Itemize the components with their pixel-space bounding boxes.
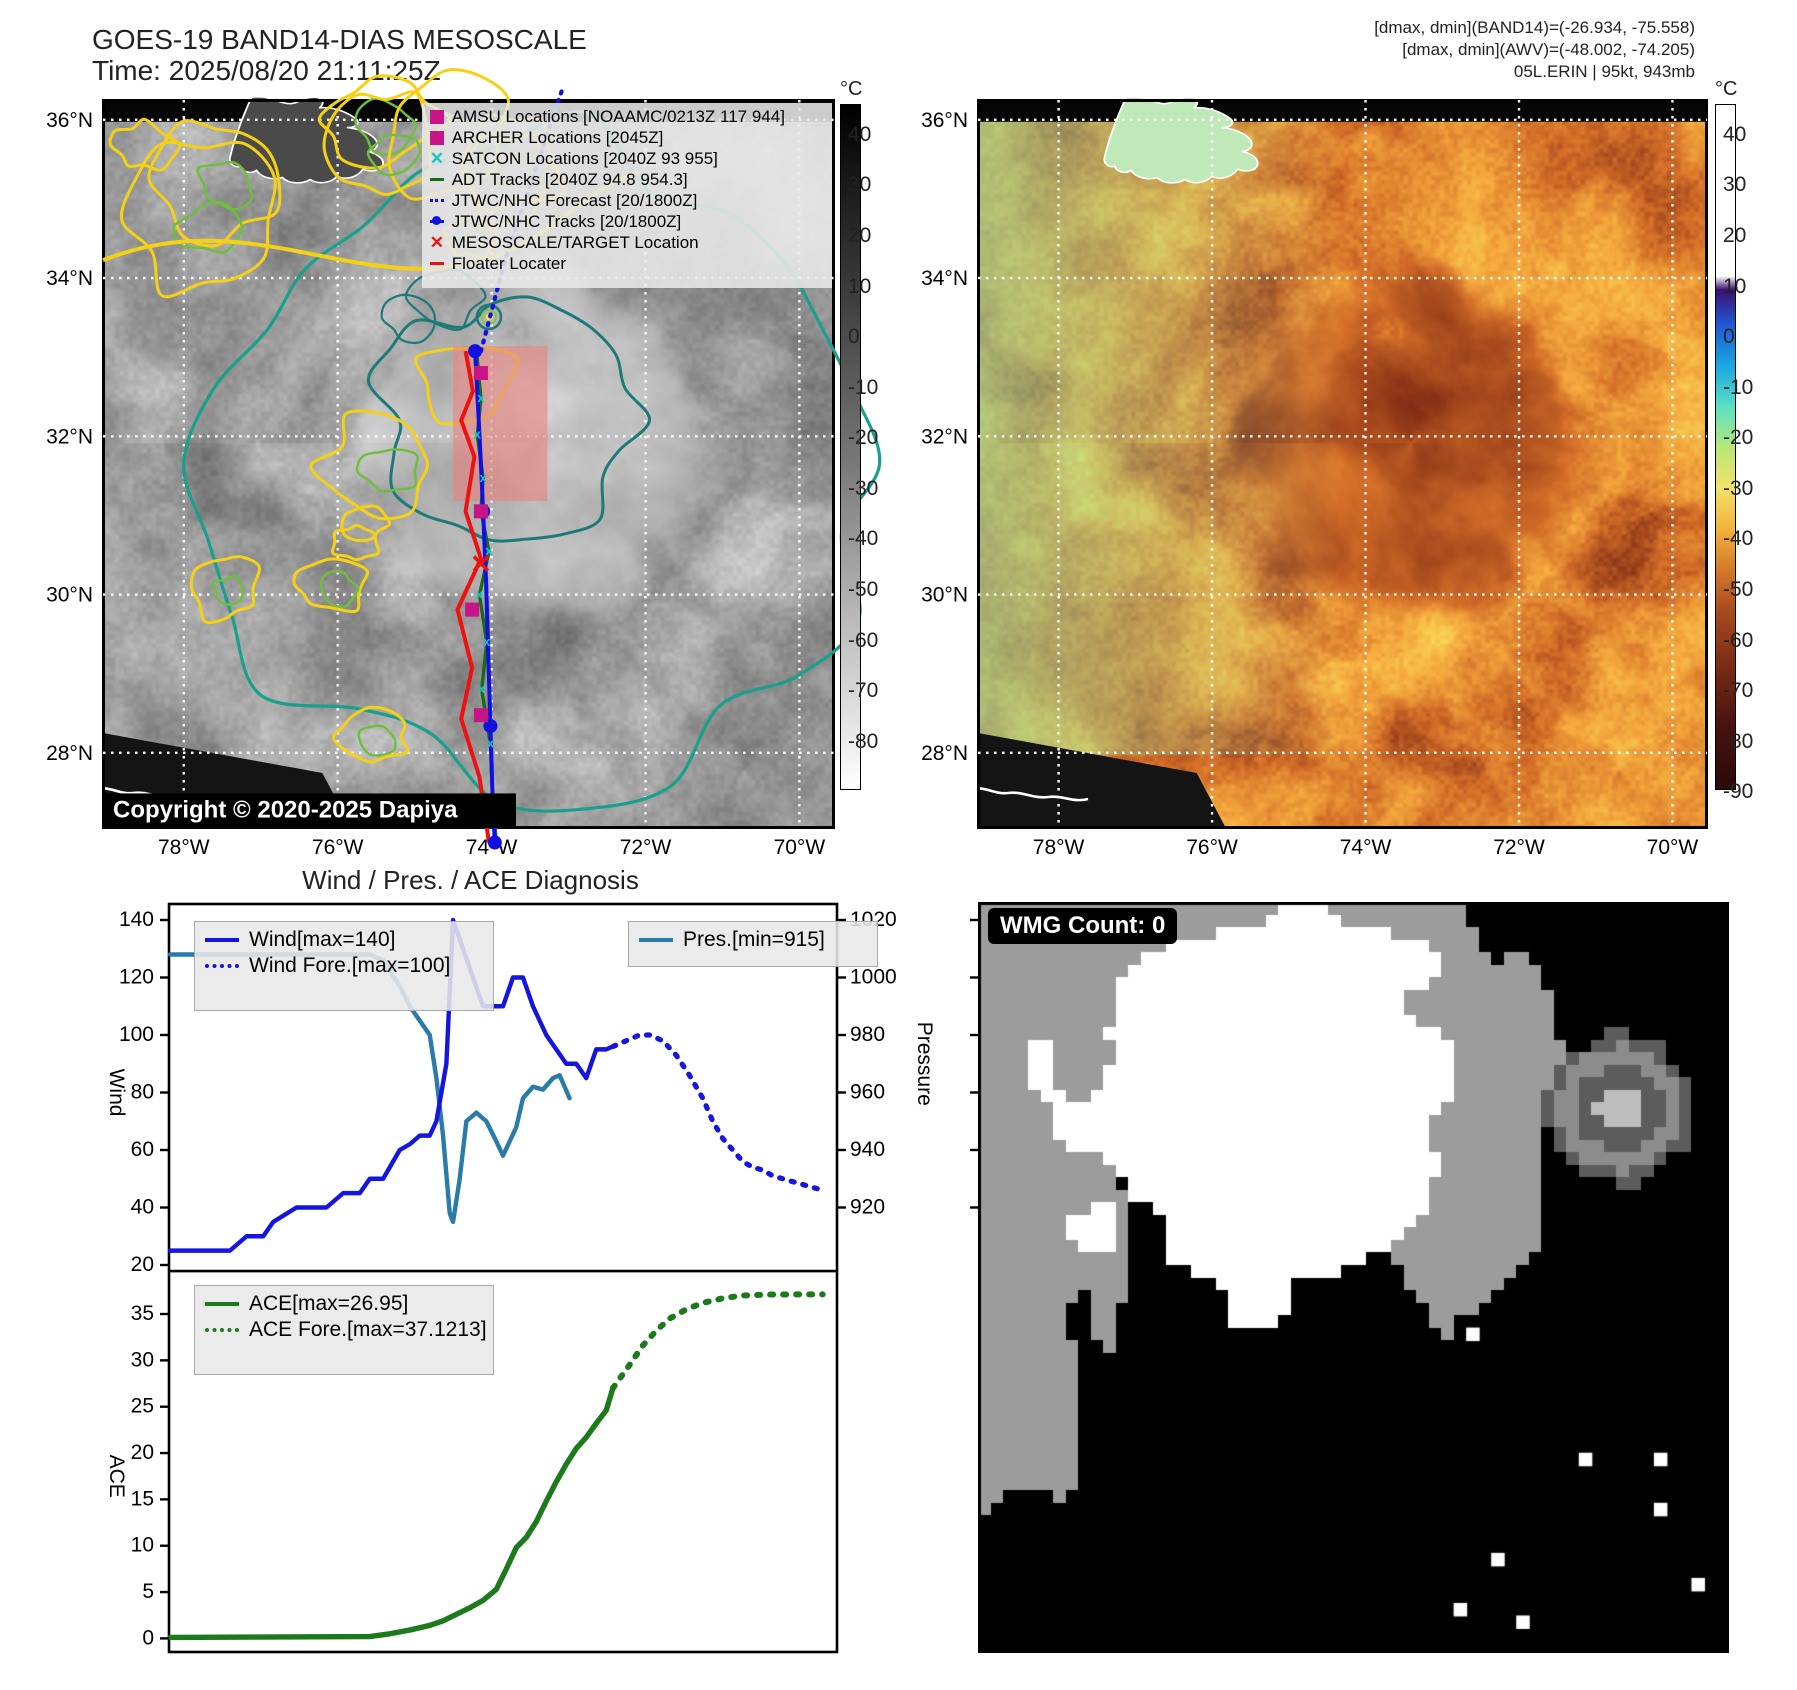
- svg-text:40: 40: [131, 1196, 154, 1219]
- svg-text:0: 0: [142, 1626, 154, 1649]
- svg-text:70°W: 70°W: [774, 836, 826, 859]
- svg-text:Pressure: Pressure: [913, 1022, 936, 1106]
- svg-text:70°W: 70°W: [1647, 836, 1699, 859]
- svg-text:36°N: 36°N: [921, 109, 968, 132]
- svg-text:960: 960: [850, 1081, 885, 1104]
- svg-text:Copyright © 2020-2025 Dapiya: Copyright © 2020-2025 Dapiya: [113, 797, 458, 824]
- svg-text:x: x: [480, 470, 488, 485]
- svg-text:x: x: [474, 426, 482, 441]
- svg-text:36°N: 36°N: [46, 109, 93, 132]
- svg-text:x: x: [477, 390, 485, 405]
- svg-text:x: x: [483, 634, 491, 649]
- svg-text:980: 980: [850, 1023, 885, 1046]
- svg-text:28°N: 28°N: [921, 742, 968, 765]
- svg-text:15: 15: [131, 1487, 154, 1510]
- svg-text:920: 920: [850, 1196, 885, 1219]
- svg-text:20: 20: [131, 1441, 154, 1464]
- svg-text:30°N: 30°N: [921, 584, 968, 607]
- svg-text:35: 35: [131, 1302, 154, 1325]
- svg-text:ACE: ACE: [105, 1455, 128, 1498]
- svg-text:30: 30: [131, 1348, 154, 1371]
- svg-text:100: 100: [119, 1023, 154, 1046]
- svg-text:10: 10: [131, 1534, 154, 1557]
- svg-text:78°W: 78°W: [1033, 836, 1085, 859]
- svg-text:34°N: 34°N: [921, 267, 968, 290]
- svg-text:34°N: 34°N: [46, 267, 93, 290]
- svg-text:74°W: 74°W: [1340, 836, 1392, 859]
- svg-text:32°N: 32°N: [46, 425, 93, 448]
- svg-text:78°W: 78°W: [158, 836, 210, 859]
- svg-text:1000: 1000: [850, 966, 897, 989]
- svg-text:25: 25: [131, 1395, 154, 1418]
- svg-text:76°W: 76°W: [1186, 836, 1238, 859]
- svg-text:x: x: [487, 736, 495, 751]
- svg-text:80: 80: [131, 1081, 154, 1104]
- svg-text:✕: ✕: [470, 549, 492, 579]
- svg-text:20: 20: [131, 1253, 154, 1276]
- svg-text:72°W: 72°W: [1493, 836, 1545, 859]
- svg-text:x: x: [478, 681, 486, 696]
- svg-text:120: 120: [119, 966, 154, 989]
- svg-text:76°W: 76°W: [312, 836, 364, 859]
- svg-text:72°W: 72°W: [620, 836, 672, 859]
- svg-text:5: 5: [142, 1580, 154, 1603]
- svg-text:30°N: 30°N: [46, 584, 93, 607]
- svg-text:28°N: 28°N: [46, 742, 93, 765]
- svg-text:60: 60: [131, 1138, 154, 1161]
- svg-text:Wind: Wind: [105, 1069, 128, 1117]
- svg-text:32°N: 32°N: [921, 425, 968, 448]
- svg-text:x: x: [476, 586, 484, 601]
- svg-text:940: 940: [850, 1138, 885, 1161]
- svg-text:140: 140: [119, 908, 154, 931]
